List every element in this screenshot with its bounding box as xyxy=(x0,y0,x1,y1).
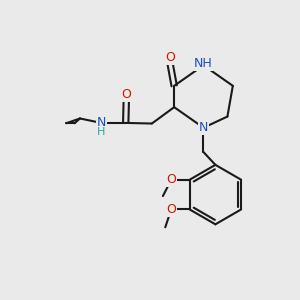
Text: H: H xyxy=(97,127,106,137)
Text: O: O xyxy=(166,173,176,186)
Text: O: O xyxy=(166,203,176,216)
Text: NH: NH xyxy=(194,57,213,70)
Text: N: N xyxy=(199,121,208,134)
Text: O: O xyxy=(122,88,131,101)
Text: O: O xyxy=(165,51,175,64)
Text: N: N xyxy=(97,116,106,129)
